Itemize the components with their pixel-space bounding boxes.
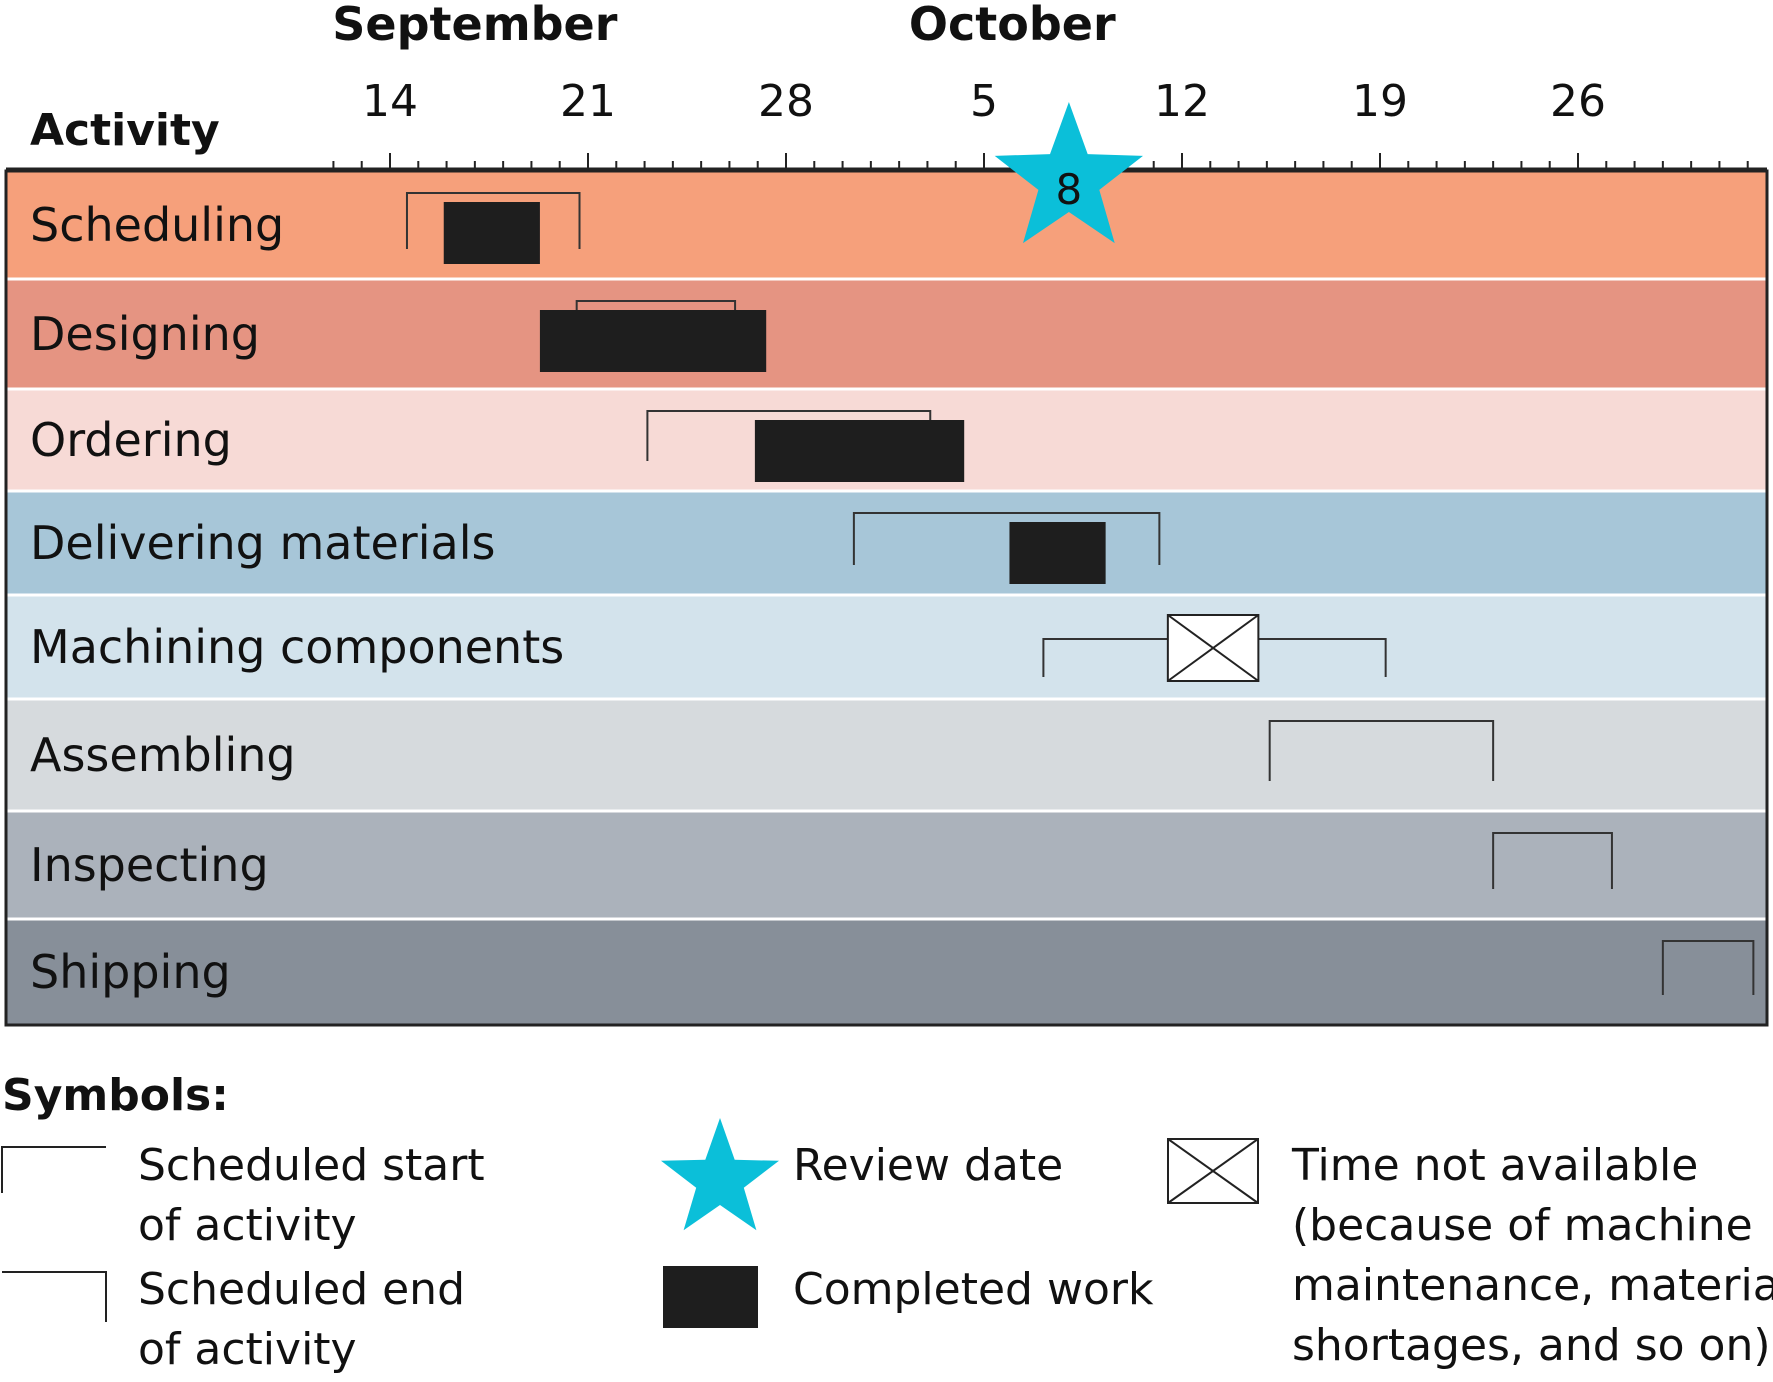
activity-label: Assembling [30,728,296,782]
scheduled-bracket [1492,832,1613,889]
activity-row [6,171,1767,279]
legend-time-not-available-icon [1167,1138,1259,1204]
activity-row [6,279,1767,389]
completed-work-bar [539,310,767,372]
x-tick-label: 12 [1154,76,1210,127]
x-tick-label: 21 [560,76,616,127]
review-star-icon [994,102,1143,244]
x-tick-label: 28 [758,76,814,127]
legend-title: Symbols: [2,1070,229,1121]
activity-row [6,811,1767,919]
scheduled-bracket [1268,720,1495,781]
activity-row [6,919,1767,1025]
scheduled-bracket [1661,940,1755,995]
month-label: October [909,0,1116,51]
scheduled-bracket [852,512,1161,565]
legend-scheduled-start-line2: of activity [138,1200,357,1251]
legend-star-icon [661,1118,779,1231]
activity-row [6,699,1767,811]
unavailable-cross [1167,614,1259,682]
activity-header: Activity [30,105,220,156]
legend-review-date: Review date [793,1140,1063,1191]
activity-label: Inspecting [30,838,269,892]
legend-time-not-available-line4: shortages, and so on) [1292,1320,1771,1371]
activity-label: Designing [30,307,260,361]
month-label: September [332,0,618,51]
activity-label: Ordering [30,413,232,467]
legend-completed-work-icon [663,1266,758,1328]
legend-scheduled-start-line1: Scheduled start [138,1140,485,1191]
activity-row [6,595,1767,699]
activity-label: Delivering materials [30,516,495,570]
legend-completed-work: Completed work [793,1264,1154,1315]
chart-border [4,169,1769,1027]
x-tick-label: 19 [1352,76,1408,127]
time-not-available-box [1166,614,1260,682]
legend-scheduled-end-line2: of activity [138,1324,357,1375]
legend-time-not-available-line2: (because of machine [1292,1200,1753,1251]
activity-rows: Scheduling Designing Ordering Delivering ma… [4,169,1769,1027]
completed-work-bar [754,420,965,482]
x-tick-label: 14 [362,76,418,127]
completed-work-bar [443,202,540,264]
review-date-marker: 8 [994,102,1143,244]
x-axis [6,153,1767,171]
activity-marks [405,192,1755,995]
review-date-label: 8 [1055,165,1082,214]
legend-time-not-available-line1: Time not available [1291,1140,1698,1191]
scheduled-bracket [405,192,581,249]
activity-label: Scheduling [30,198,284,252]
x-tick-labels: 14 21 28 5 12 19 26 [362,76,1606,127]
activity-row [6,491,1767,595]
x-tick-label: 5 [970,76,998,127]
activity-label: Shipping [30,945,231,999]
x-tick-label: 26 [1550,76,1606,127]
legend-scheduled-end-line1: Scheduled end [138,1264,465,1315]
completed-work-bar [1009,522,1106,584]
legend-time-not-available-line3: maintenance, material [1292,1260,1773,1311]
month-labels: September October [332,0,1116,51]
legend-scheduled-end-icon [2,1271,107,1322]
legend-scheduled-start-icon [1,1146,106,1193]
activity-label: Machining components [30,620,564,674]
legend: Symbols: Scheduled start of activity Sch… [1,1070,1773,1375]
